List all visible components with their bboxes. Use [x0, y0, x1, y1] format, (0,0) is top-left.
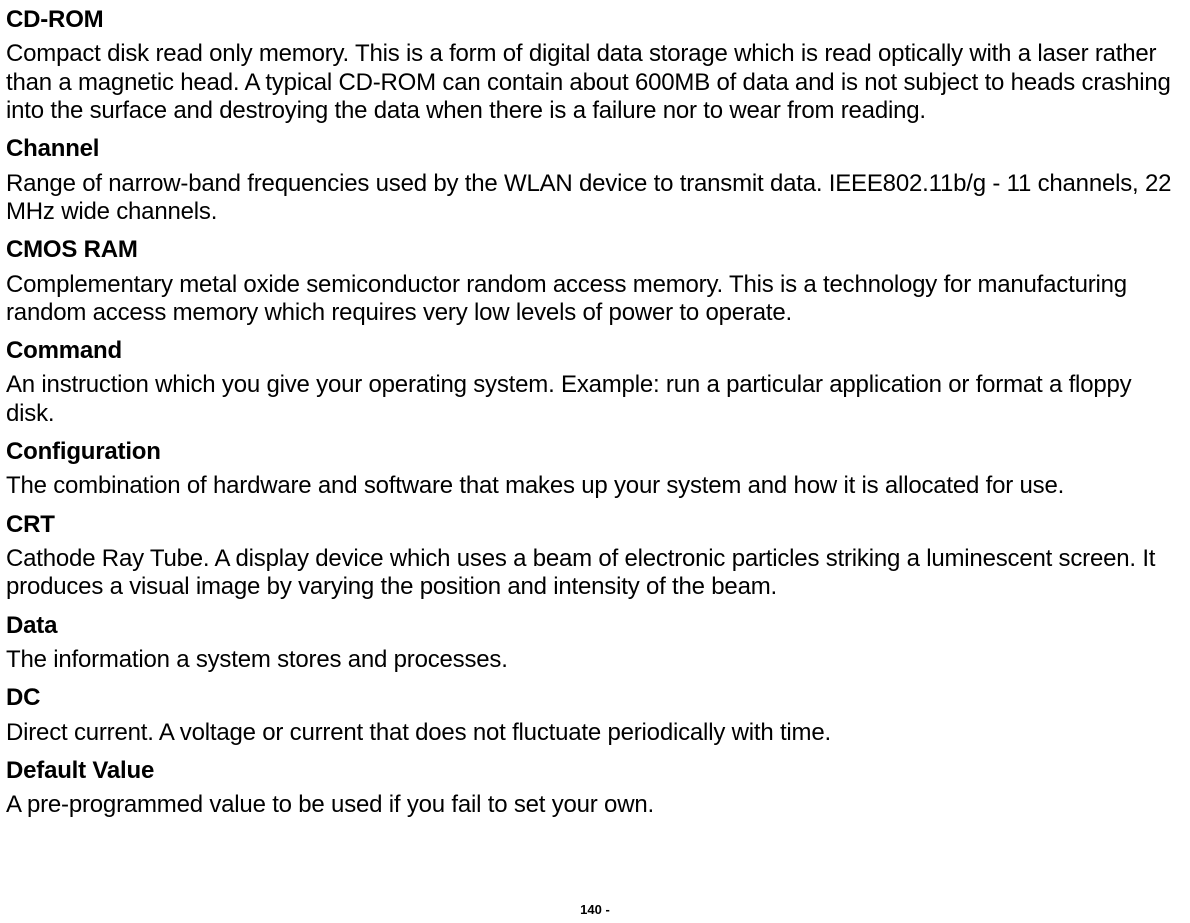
- glossary-entry: DC Direct current. A voltage or current …: [6, 684, 1184, 747]
- glossary-term: DC: [6, 684, 1184, 712]
- glossary-definition: Direct current. A voltage or current tha…: [6, 719, 1184, 747]
- glossary-definition: Compact disk read only memory. This is a…: [6, 40, 1184, 125]
- glossary-term: CRT: [6, 511, 1184, 539]
- glossary-definition: Range of narrow-band frequencies used by…: [6, 170, 1184, 227]
- glossary-term: Default Value: [6, 757, 1184, 785]
- page: CD-ROM Compact disk read only memory. Th…: [0, 0, 1190, 923]
- glossary-term: Configuration: [6, 438, 1184, 466]
- glossary-definition: The information a system stores and proc…: [6, 646, 1184, 674]
- glossary-term: Command: [6, 337, 1184, 365]
- glossary-entry: CRT Cathode Ray Tube. A display device w…: [6, 511, 1184, 602]
- glossary-term: Channel: [6, 135, 1184, 163]
- glossary-entry: Command An instruction which you give yo…: [6, 337, 1184, 428]
- glossary-entry: Default Value A pre-programmed value to …: [6, 757, 1184, 820]
- glossary-entry: Channel Range of narrow-band frequencies…: [6, 135, 1184, 226]
- glossary-entry: Configuration The combination of hardwar…: [6, 438, 1184, 501]
- glossary-definition: A pre-programmed value to be used if you…: [6, 791, 1184, 819]
- glossary-definition: An instruction which you give your opera…: [6, 371, 1184, 428]
- glossary-definition: The combination of hardware and software…: [6, 472, 1184, 500]
- glossary-definition: Cathode Ray Tube. A display device which…: [6, 545, 1184, 602]
- glossary-term: CMOS RAM: [6, 236, 1184, 264]
- glossary-term: Data: [6, 612, 1184, 640]
- glossary-entry: CD-ROM Compact disk read only memory. Th…: [6, 6, 1184, 125]
- glossary-entry: CMOS RAM Complementary metal oxide semic…: [6, 236, 1184, 327]
- page-number: 140 -: [0, 902, 1190, 917]
- glossary-entry: Data The information a system stores and…: [6, 612, 1184, 675]
- glossary-term: CD-ROM: [6, 6, 1184, 34]
- glossary-definition: Complementary metal oxide semiconductor …: [6, 271, 1184, 328]
